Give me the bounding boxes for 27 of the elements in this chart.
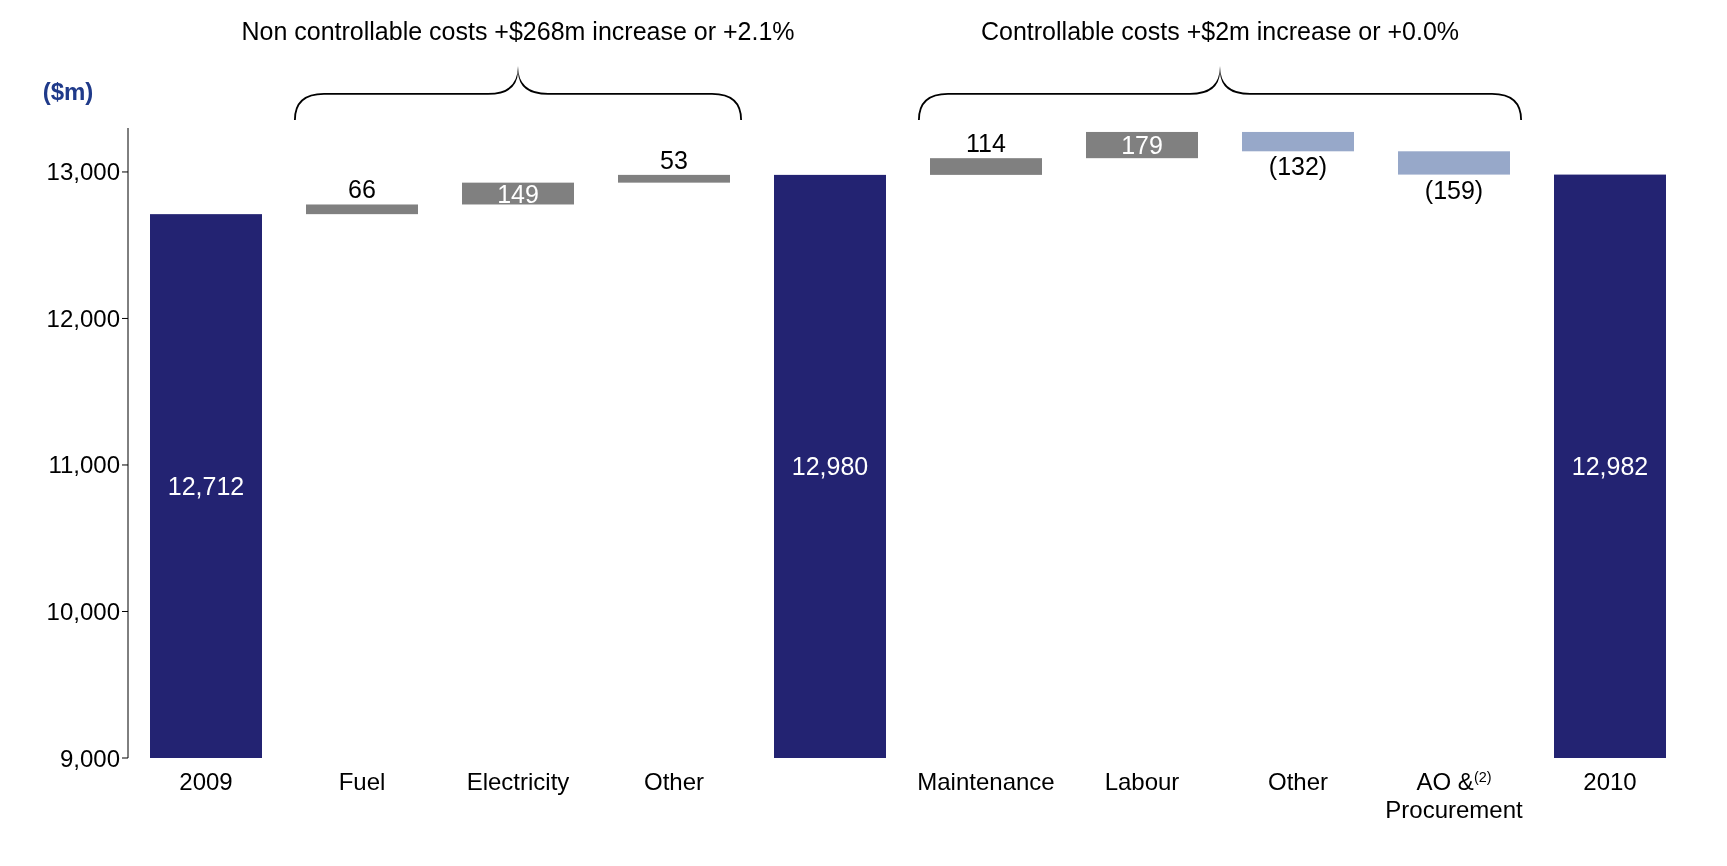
- x-tick-label: Fuel: [338, 768, 386, 795]
- text: Controllable costs +$2m increase or +0.0%: [980, 17, 1460, 45]
- data-label: 149: [497, 179, 539, 208]
- x-tick-label: 2009: [179, 768, 233, 795]
- data-label: 53: [660, 145, 688, 174]
- x-tick-label: 2010: [1583, 768, 1637, 795]
- x-tick-label: Labour: [1104, 768, 1180, 795]
- x-tick-label: Other: [1267, 768, 1329, 795]
- y-tick-label: 10,000: [46, 598, 120, 626]
- data-label: 12,982: [1571, 452, 1649, 481]
- x-tick-label: Electricity: [466, 768, 570, 795]
- data-label: 114: [966, 129, 1007, 158]
- y-tick-label: 13,000: [46, 158, 120, 186]
- data-label: (132): [1268, 152, 1328, 181]
- data-label: 66: [348, 175, 376, 204]
- data-label: (159): [1424, 175, 1484, 204]
- x-tick-label: AO &$^{(2)}$ Procurement: [1385, 768, 1524, 823]
- y-tick-label: 9,000: [59, 744, 120, 772]
- data-label: 12,980: [791, 452, 869, 481]
- data-label: 179: [1121, 131, 1163, 160]
- data-label: 12,712: [167, 472, 245, 501]
- y-tick-label: 11,000: [48, 451, 120, 479]
- x-tick-label: Other: [643, 768, 705, 795]
- y-axis-title: ($m): [42, 78, 94, 105]
- text: Non controllable costs +$268m increase or +2.1%: [241, 17, 795, 45]
- x-tick-label: Maintenance: [917, 768, 1055, 795]
- y-tick-label: 12,000: [46, 304, 120, 332]
